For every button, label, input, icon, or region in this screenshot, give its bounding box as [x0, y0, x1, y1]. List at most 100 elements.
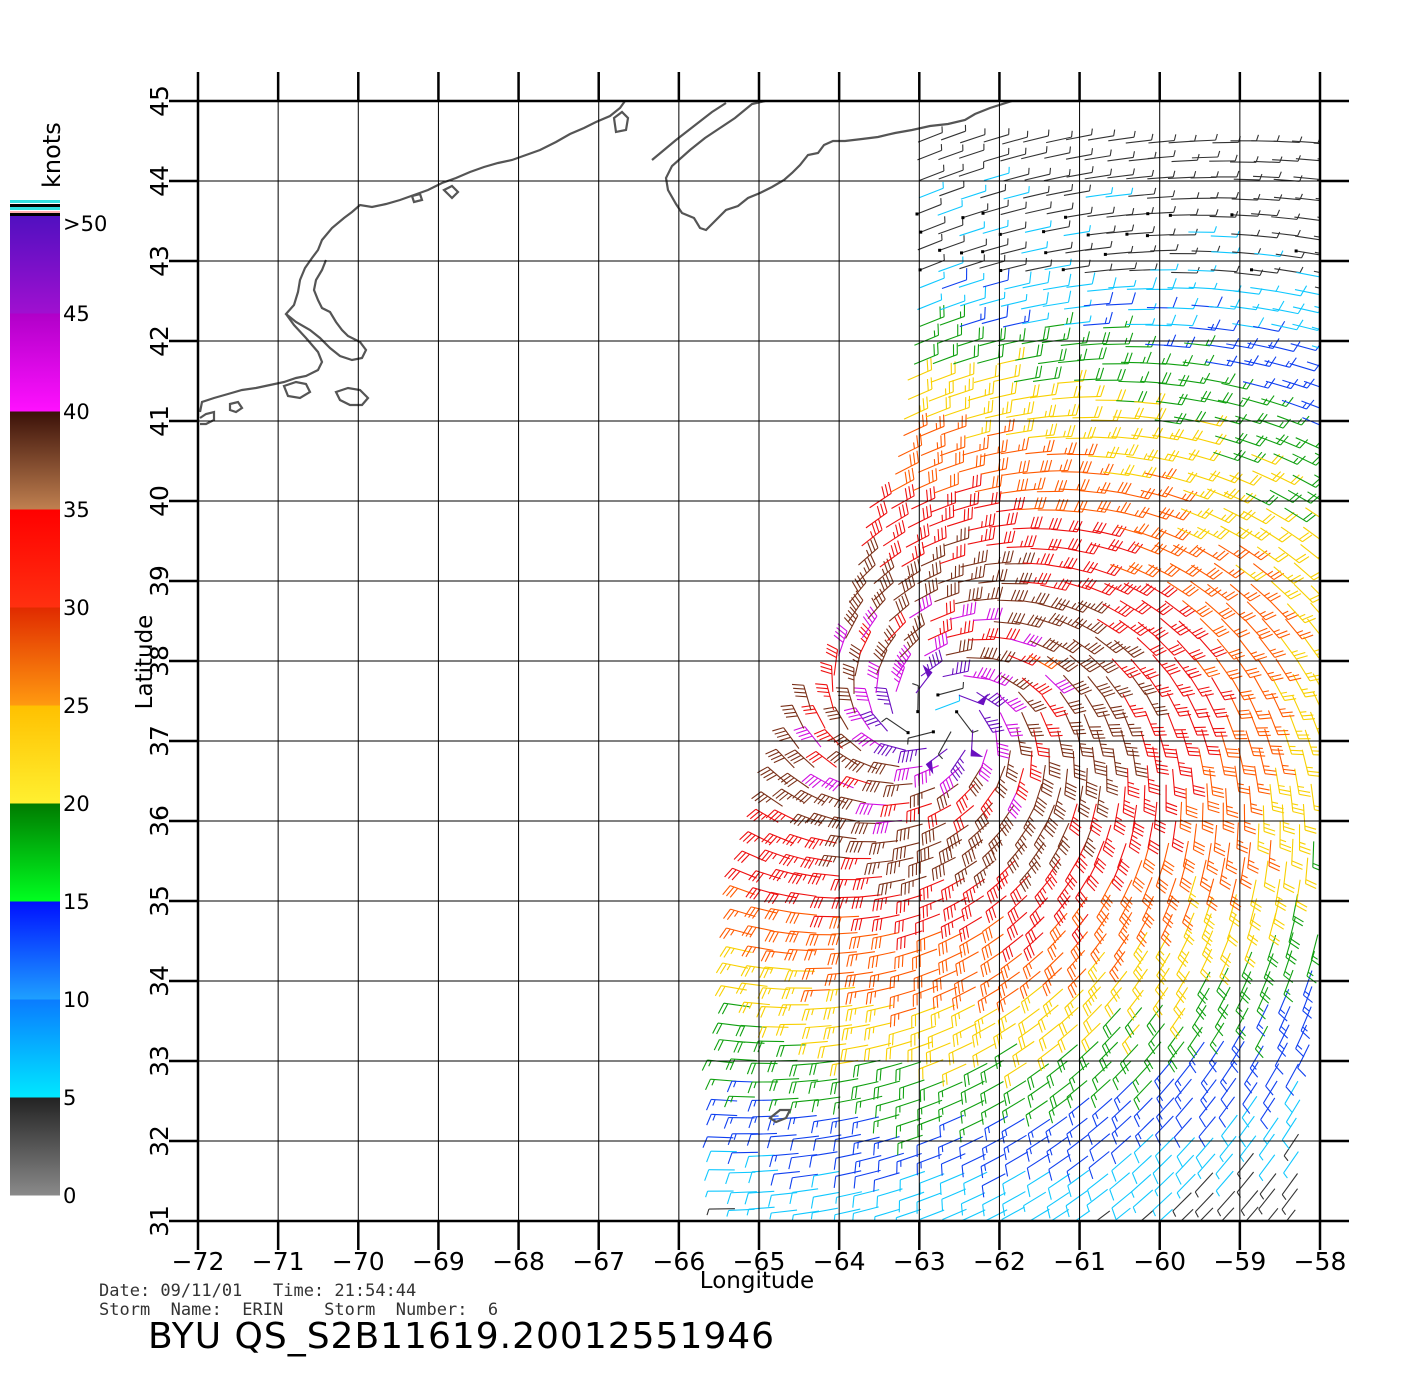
- wind-barb-half-flag: [847, 677, 855, 681]
- wind-barb-shaft: [955, 951, 979, 965]
- wind-barb: [705, 1078, 737, 1091]
- wind-barb-flag: [1254, 1048, 1264, 1059]
- wind-barb-shaft: [1111, 1100, 1132, 1119]
- wind-barb-flag: [955, 662, 959, 674]
- wind-barb-flag: [760, 1006, 766, 1018]
- wind-barb-half-flag: [726, 1210, 730, 1217]
- wind-barb-half-flag: [1090, 603, 1096, 609]
- wind-barb-flag: [952, 767, 961, 778]
- wind-barb-flag: [1116, 952, 1124, 963]
- wind-barb-flag: [1048, 553, 1054, 565]
- wind-barb: [746, 1132, 777, 1146]
- wind-barb: [899, 1170, 926, 1192]
- wind-barb-flag: [903, 900, 906, 912]
- wind-barb-flag: [942, 850, 946, 863]
- wind-barb-flag: [1048, 459, 1053, 472]
- wind-barb-flag: [823, 1028, 827, 1040]
- wind-barb-flag: [939, 796, 945, 808]
- wind-barb-flag: [789, 931, 795, 943]
- wind-barb-flag: [1217, 1009, 1227, 1020]
- wind-barb-flag: [1201, 968, 1211, 978]
- wind-barb-flag: [795, 873, 803, 885]
- wind-barb-flag: [876, 694, 889, 697]
- wind-barb-flag: [1054, 709, 1066, 714]
- wind-barb-flag: [984, 528, 988, 541]
- colorbar-label: 30: [63, 596, 90, 620]
- wind-barb-shaft: [941, 1153, 966, 1165]
- wind-barb-shaft: [1132, 860, 1143, 885]
- wind-barb-flag: [776, 871, 785, 882]
- wind-barb: [1066, 1080, 1088, 1109]
- wind-barb-shaft: [1176, 1173, 1196, 1194]
- wind-barb-flag: [1255, 656, 1268, 661]
- wind-barb: [1143, 1041, 1162, 1073]
- wind-barb-half-flag: [1259, 610, 1266, 615]
- wind-barb-flag: [1228, 648, 1240, 654]
- wind-barb-flag: [880, 805, 885, 818]
- wind-barb-flag: [1220, 1099, 1229, 1110]
- wind-barb-flag: [1115, 765, 1127, 770]
- wind-barb-shaft: [1155, 1115, 1174, 1136]
- wind-barb-shaft: [774, 809, 799, 823]
- wind-barb-flag: [982, 565, 986, 577]
- wind-barb-shaft: [1158, 1208, 1173, 1221]
- wind-barb-flag: [1066, 1171, 1071, 1183]
- wind-barb-shaft: [1291, 838, 1294, 865]
- wind-barb-half-flag: [1079, 743, 1087, 745]
- wind-barb-half-flag: [1106, 778, 1113, 782]
- wind-barb: [778, 853, 812, 867]
- wind-barb: [895, 1098, 921, 1120]
- wind-barb-shaft: [1258, 1154, 1276, 1176]
- wind-barb-flag: [893, 861, 897, 874]
- wind-barb-flag: [956, 832, 961, 845]
- wind-barb-flag: [702, 1136, 708, 1148]
- wind-barb-shaft: [1146, 765, 1150, 792]
- wind-barb-half-flag: [1285, 1121, 1291, 1128]
- wind-barb: [1197, 1153, 1216, 1180]
- wind-barb-flag: [813, 897, 820, 909]
- wind-barb-flag: [1251, 747, 1263, 749]
- wind-barb-shaft: [874, 1172, 900, 1181]
- wind-barb-flag: [1146, 1058, 1154, 1070]
- wind-barb-flag: [903, 846, 907, 858]
- wind-barb-half-flag: [1279, 839, 1287, 843]
- wind-barb-flag: [881, 486, 886, 498]
- wind-barb-half-flag: [1048, 1129, 1052, 1136]
- wind-barb-flag: [1176, 974, 1185, 984]
- wind-barb-flag: [1000, 968, 1005, 981]
- wind-barb: [1183, 912, 1195, 946]
- wind-barb: [1242, 1082, 1258, 1114]
- wind-barb: [1238, 1115, 1255, 1148]
- wind-barb-flag: [986, 961, 991, 973]
- wind-barb-half-flag: [730, 929, 735, 936]
- wind-barb-flag: [748, 1171, 753, 1184]
- wind-barb-flag: [957, 872, 962, 885]
- wind-barb-half-flag: [1089, 1227, 1091, 1233]
- wind-barb: [1204, 511, 1238, 524]
- wind-barb: [1019, 572, 1052, 585]
- wind-barb-shaft: [1112, 1060, 1132, 1080]
- wind-barb-flag: [980, 808, 989, 819]
- wind-barb-shaft: [813, 1117, 840, 1123]
- wind-barb-flag: [1029, 944, 1035, 956]
- wind-barb: [1098, 1041, 1119, 1072]
- wind-barb-half-flag: [893, 678, 900, 683]
- wind-barb: [1021, 712, 1044, 737]
- wind-barb-flag: [1157, 771, 1170, 775]
- wind-barb-shaft: [790, 892, 817, 897]
- wind-barb-flag: [961, 796, 968, 809]
- wind-barb-shaft: [943, 896, 967, 911]
- wind-barb: [1044, 804, 1059, 838]
- wind-barb: [973, 860, 995, 889]
- wind-barb-flag: [1037, 477, 1042, 490]
- wind-barb-shaft: [1042, 967, 1063, 986]
- wind-barb-flag: [1226, 668, 1238, 674]
- wind-barb: [909, 787, 936, 809]
- wind-barb-flag: [1066, 1096, 1072, 1109]
- wind-barb-shaft: [770, 1134, 797, 1138]
- wind-barb: [712, 1022, 744, 1035]
- wind-barb-flag: [962, 639, 966, 652]
- wind-barb-flag: [1189, 1044, 1198, 1056]
- wind-barb-flag: [1298, 789, 1311, 793]
- wind-barb: [891, 659, 905, 692]
